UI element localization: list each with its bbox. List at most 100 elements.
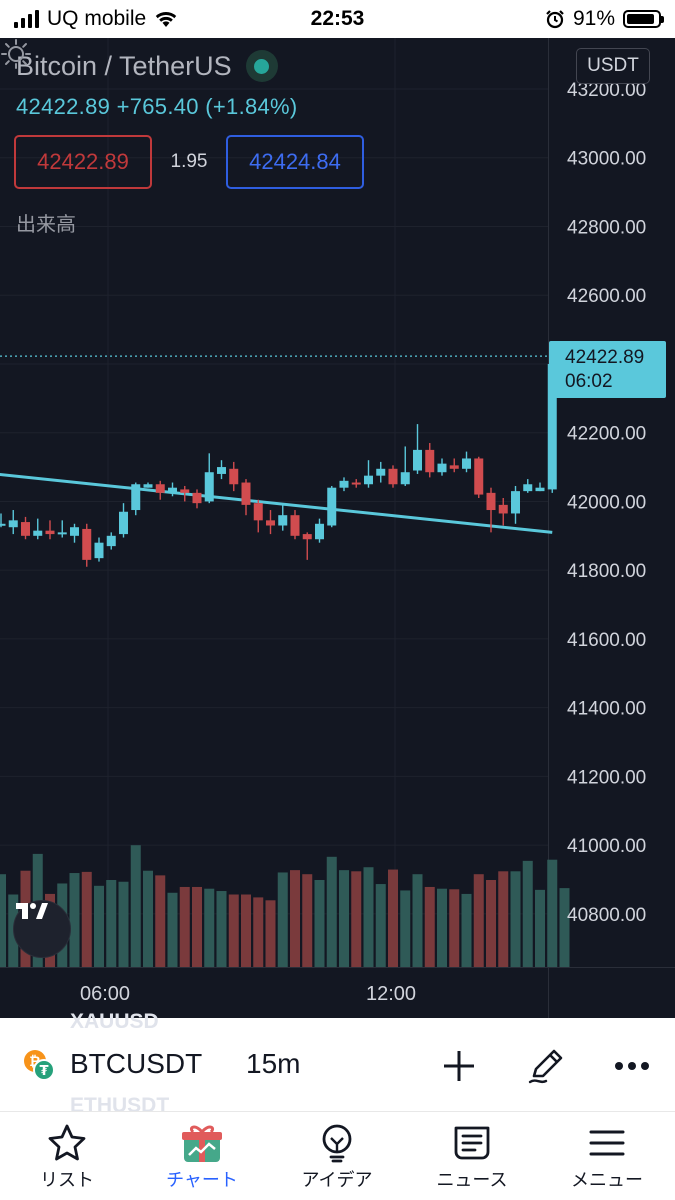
price-change: +765.40: [116, 94, 199, 119]
volume-bar: [0, 874, 6, 967]
volume-bar: [216, 891, 227, 967]
volume-bar: [69, 873, 80, 967]
volume-bar: [265, 900, 276, 967]
tab-list[interactable]: リスト: [2, 1122, 132, 1192]
candle-body: [535, 487, 545, 492]
last-price-tag-price: 42422.89: [565, 347, 645, 368]
trendline: [0, 472, 553, 534]
tab-menu-label: メニュー: [571, 1170, 643, 1190]
price-axis-label: 41200.00: [567, 767, 646, 788]
pair-title[interactable]: Bitcoin / TetherUS: [16, 50, 232, 81]
tab-list-label: リスト: [40, 1170, 94, 1190]
candle-body: [449, 465, 459, 469]
volume-bar: [204, 888, 215, 967]
tab-chart[interactable]: チャート: [137, 1122, 267, 1192]
volume-bar: [510, 871, 521, 967]
more-options-button[interactable]: [610, 1044, 654, 1088]
candle-body: [315, 523, 324, 540]
volume-bar: [400, 890, 411, 967]
volume-bar: [179, 886, 190, 967]
volume-bar: [106, 880, 117, 967]
tab-menu[interactable]: メニュー: [542, 1122, 672, 1192]
tradingview-logo-icon[interactable]: [13, 900, 71, 958]
volume-bar: [473, 874, 484, 967]
candle-body: [57, 532, 67, 535]
alarm-icon: [546, 10, 564, 29]
volume-bar: [388, 869, 398, 967]
price-axis-label: 42000.00: [567, 492, 646, 513]
svg-text:₮: ₮: [39, 1064, 48, 1079]
add-indicator-button[interactable]: [437, 1044, 481, 1088]
time-axis-label: 12:00: [366, 983, 417, 1005]
volume-bar: [424, 886, 435, 967]
candle-body: [94, 542, 104, 559]
candle-body: [462, 458, 471, 469]
drawing-tools-button[interactable]: [524, 1044, 568, 1088]
candle-body: [413, 449, 422, 471]
candle-body: [486, 492, 496, 511]
candle-body: [180, 489, 190, 493]
status-bar: UQ mobile 22:53 91%: [0, 0, 675, 38]
symbol-button[interactable]: BTCUSDT: [70, 1048, 203, 1079]
volume-indicator-label[interactable]: 出来高: [16, 214, 76, 236]
volume-bar: [535, 889, 545, 967]
bitcoin-tether-icon: ₿ ₮: [24, 1050, 55, 1081]
candle-body: [278, 515, 288, 526]
candle-body: [192, 492, 202, 504]
volume-bar: [241, 894, 251, 967]
bottom-tab-bar: リスト チャート アイデア ニュース: [0, 1111, 675, 1200]
sell-button[interactable]: 42422.89: [14, 135, 152, 189]
candle-body: [266, 520, 275, 526]
last-price-tag: 42422.89 06:02: [549, 341, 666, 398]
candle-body: [0, 523, 6, 526]
symbol-toolbar: XAUUSD ₿ ₮ BTCUSDT 15m ETHUSDT: [0, 1010, 675, 1117]
price-axis-label: 41000.00: [567, 836, 646, 857]
candle-body: [119, 511, 128, 535]
candle-body: [33, 530, 43, 536]
news-icon: [454, 1126, 490, 1160]
clock: 22:53: [310, 7, 365, 30]
market-open-icon: [245, 50, 278, 82]
tab-ideas[interactable]: アイデア: [272, 1122, 402, 1192]
price-axis-label: 43000.00: [567, 149, 646, 170]
price-axis-label: 43200.00: [567, 80, 646, 101]
volume-bar: [277, 872, 288, 967]
buy-button[interactable]: 42424.84: [226, 135, 364, 189]
candle-body: [511, 491, 520, 514]
volume-bar: [94, 885, 104, 967]
price-axis-label: 42200.00: [567, 424, 646, 445]
volume-bar: [253, 897, 264, 967]
tab-news[interactable]: ニュース: [407, 1122, 537, 1192]
scroll-symbol-above[interactable]: XAUUSD: [70, 1010, 159, 1033]
volume-bar: [290, 870, 300, 967]
wifi-icon: [156, 11, 177, 27]
pen-icon: [528, 1049, 563, 1084]
brightness-settings-icon[interactable]: [0, 38, 32, 70]
price-axis-label: 40800.00: [567, 905, 646, 926]
gift-chart-icon: [182, 1125, 222, 1162]
volume-bar: [81, 871, 92, 967]
tab-ideas-label: アイデア: [301, 1170, 373, 1190]
chart-canvas[interactable]: 43200.0043000.0042800.0042600.0042400.00…: [0, 38, 675, 1018]
candle-body: [229, 468, 239, 485]
currency-button[interactable]: USDT: [576, 48, 650, 84]
price-chart[interactable]: 43200.0043000.0042800.0042600.0042400.00…: [0, 38, 675, 1018]
volume-bar: [498, 871, 509, 967]
volume-bar: [326, 856, 337, 967]
interval-button[interactable]: 15m: [246, 1048, 301, 1079]
volume-bar: [522, 860, 533, 967]
candle-body: [376, 468, 386, 476]
candle-body: [351, 482, 361, 485]
candle-body: [70, 527, 79, 536]
last-price: 42422.89: [16, 94, 111, 119]
hamburger-icon: [589, 1130, 625, 1156]
volume-bar: [155, 875, 166, 967]
candle-body: [204, 472, 214, 502]
candle-body: [400, 472, 410, 485]
candle-body: [106, 535, 116, 547]
candle-body: [364, 475, 373, 485]
candle-body: [241, 482, 251, 505]
candle-body: [155, 484, 165, 493]
volume-bar: [167, 892, 178, 967]
